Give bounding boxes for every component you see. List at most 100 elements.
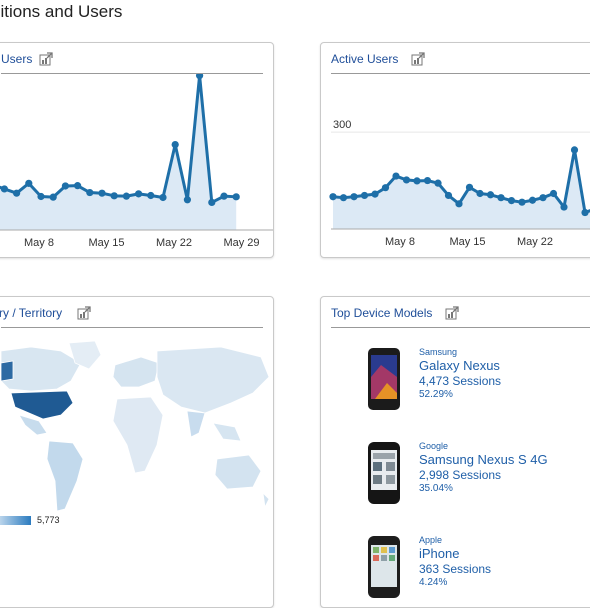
x-tick-label: May 29: [223, 237, 259, 249]
data-point: [434, 179, 442, 187]
map-australia: [214, 454, 262, 490]
data-point: [570, 146, 579, 154]
device-name[interactable]: Samsung Nexus S 4G: [419, 452, 548, 467]
page-title: sitions and Users: [0, 2, 123, 21]
data-point: [171, 140, 179, 149]
data-point: [135, 190, 143, 198]
data-point: [110, 192, 118, 200]
data-point: [74, 182, 82, 190]
x-tick-label: May 22: [517, 236, 553, 248]
data-point: [413, 177, 421, 185]
data-point: [497, 194, 505, 202]
devices-title[interactable]: Top Device Models: [331, 306, 433, 320]
country-panel: ry / Territory 5,773: [0, 296, 274, 608]
data-point: [350, 193, 358, 201]
x-tick-label: May 15: [449, 236, 485, 248]
data-point: [528, 196, 537, 204]
device-name[interactable]: iPhone: [419, 546, 460, 561]
device-brand: Samsung: [419, 347, 458, 357]
device-row[interactable]: Google Samsung Nexus S 4G 2,998 Sessions…: [321, 441, 590, 521]
map-greenland: [68, 341, 102, 370]
data-point: [560, 203, 568, 211]
device-name[interactable]: Galaxy Nexus: [419, 358, 500, 373]
x-tick-label: May 22: [156, 237, 192, 249]
data-point: [392, 172, 400, 180]
map-se-asia: [212, 422, 242, 442]
users-chart: May 8 May 15 May 22 May 29: [0, 74, 273, 249]
data-point: [232, 193, 240, 201]
map-legend-max: 5,773: [37, 515, 60, 525]
data-point: [371, 190, 379, 198]
device-brand: Google: [419, 441, 449, 451]
panel-header: Users: [1, 43, 263, 74]
x-tick-label: May 8: [24, 237, 54, 249]
data-point: [196, 74, 204, 80]
data-point: [360, 191, 369, 200]
data-point: [549, 189, 558, 198]
device-row[interactable]: Apple iPhone 363 Sessions 4.24%: [321, 535, 590, 607]
data-point: [539, 194, 547, 202]
export-icon[interactable]: [445, 306, 459, 320]
world-map[interactable]: [0, 341, 273, 521]
device-sessions: 363 Sessions: [419, 562, 492, 576]
map-europe: [112, 356, 160, 388]
data-point: [37, 192, 45, 201]
data-point: [486, 191, 495, 199]
data-point: [444, 191, 453, 200]
data-point: [61, 182, 69, 190]
y-tick-label: 300: [333, 119, 351, 131]
map-new-zealand: [262, 491, 270, 509]
device-row[interactable]: Samsung Galaxy Nexus 4,473 Sessions 52.2…: [321, 347, 590, 427]
data-point: [329, 193, 337, 201]
phone-nexus-s-icon: [368, 442, 400, 504]
devices-panel: Top Device Models Samsung Galaxy Nexus 4…: [320, 296, 590, 608]
map-canada: [0, 346, 82, 392]
data-point: [208, 198, 216, 206]
phone-galaxy-nexus-icon: [368, 348, 400, 410]
data-point: [581, 208, 589, 217]
device-brand: Apple: [419, 535, 443, 545]
data-point: [476, 189, 484, 198]
x-tick-label: May 8: [385, 236, 415, 248]
series-area: [333, 149, 590, 229]
data-point: [402, 176, 411, 184]
series-area: [0, 75, 237, 230]
data-point: [98, 189, 106, 197]
export-icon[interactable]: [411, 52, 425, 66]
data-point: [339, 194, 348, 202]
export-icon[interactable]: [77, 306, 91, 320]
panel-header: ry / Territory: [0, 297, 263, 328]
data-point: [49, 193, 57, 201]
export-icon[interactable]: [39, 52, 53, 66]
map-india: [186, 410, 206, 438]
device-sessions: 2,998 Sessions: [419, 468, 502, 482]
data-point: [183, 196, 191, 204]
active-users-title[interactable]: Active Users: [331, 52, 399, 66]
data-point: [381, 184, 390, 192]
data-point: [159, 193, 167, 202]
x-tick-label: May 15: [88, 237, 124, 249]
map-africa: [112, 396, 164, 474]
data-point: [423, 176, 432, 185]
data-point: [518, 198, 526, 206]
map-legend-bar: [0, 516, 31, 525]
device-percent: 52.29%: [419, 389, 453, 400]
map-south-america: [46, 440, 84, 512]
data-point: [465, 183, 474, 191]
data-point: [220, 192, 228, 200]
device-percent: 35.04%: [419, 483, 453, 494]
panel-header: Active Users: [331, 43, 590, 74]
panel-header: Top Device Models: [331, 297, 590, 328]
users-title[interactable]: Users: [1, 52, 33, 66]
map-alaska: [0, 360, 14, 382]
data-point: [455, 200, 463, 208]
country-title[interactable]: ry / Territory: [0, 306, 63, 320]
data-point: [13, 189, 21, 197]
data-point: [122, 192, 130, 200]
data-point: [0, 185, 8, 193]
data-point: [25, 179, 33, 187]
data-point: [507, 196, 516, 205]
map-asia: [156, 346, 270, 414]
device-percent: 4.24%: [419, 577, 448, 588]
